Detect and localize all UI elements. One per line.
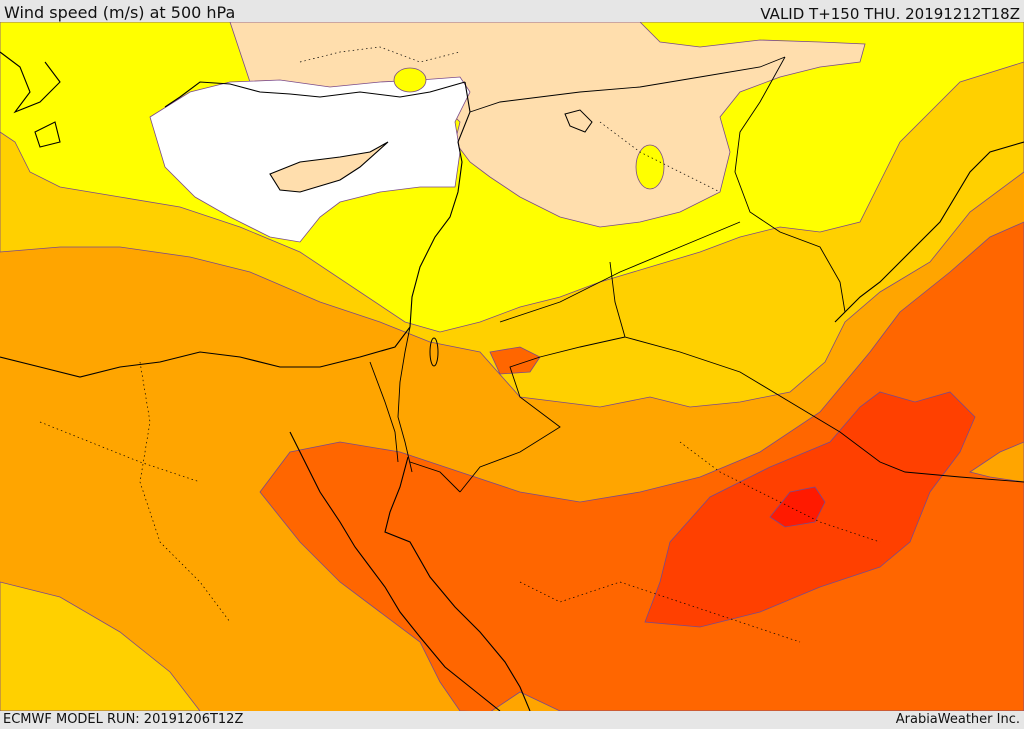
coastline-levant [409,81,471,328]
field-25-30-north [489,346,541,375]
internal-borders [39,46,881,643]
wind-speed-map [0,22,1024,711]
gulf-of-suez [289,431,501,711]
field-15-20-sw [0,581,201,711]
model-run-label: ECMWF MODEL RUN: 20191206T12Z [3,712,244,727]
coastline-north-africa [0,326,411,378]
header-bar [0,0,1024,22]
valid-time: VALID T+150 THU. 20191212T18Z [760,5,1020,23]
aegean-coast [0,51,61,148]
footer-bar [0,711,1024,729]
field-edge-patch [969,441,1024,483]
lake-van [564,109,593,133]
field-35-40 [769,486,826,528]
field-0-5 [149,76,471,243]
coastline-turkey [164,81,466,108]
credit-label: ArabiaWeather Inc. [895,712,1020,727]
yellow-patch-1 [393,67,427,93]
field-25-30 [259,221,1024,711]
persian-gulf-coast [834,141,1024,323]
cyprus [269,141,389,193]
country-borders [369,56,1024,493]
yellow-patch-2 [635,144,665,190]
red-sea-east-coast [384,456,531,711]
dead-sea [429,337,439,367]
map-title: Wind speed (m/s) at 500 hPa [4,3,236,22]
